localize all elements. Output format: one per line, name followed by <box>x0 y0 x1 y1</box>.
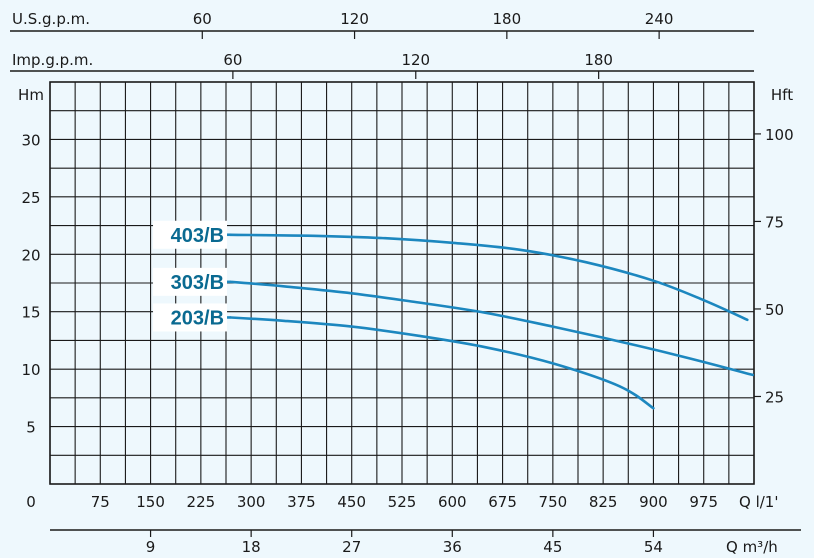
plot-frame <box>49 81 755 485</box>
y-left-tick-label: 10 <box>21 361 40 379</box>
x-tick-label: 375 <box>287 493 316 511</box>
series-line-203-b <box>229 316 655 410</box>
axis-layer: 5 10 15 20 25 30 Hm 25 50 75 100 Hft 0 75 150 225 300 375… <box>10 10 801 556</box>
series-label: 403/B <box>171 225 224 247</box>
y-right-tick-label: 50 <box>765 301 784 319</box>
curve-layer <box>229 233 754 410</box>
impgpm-tick-label: 120 <box>401 51 430 69</box>
y-left-tick-label: 25 <box>21 189 40 207</box>
m3h-tick-label: 18 <box>242 538 261 556</box>
series-label-box <box>153 267 228 296</box>
x-tick-label: 975 <box>689 493 718 511</box>
x-tick-label: 750 <box>539 493 568 511</box>
y-left-tick-label: 30 <box>21 131 40 149</box>
m3h-axis-label: Q m³/h <box>726 538 778 556</box>
x-tick-label: 300 <box>237 493 266 511</box>
series-label: 303/B <box>171 272 224 294</box>
y-left-tick-label: 20 <box>21 246 40 264</box>
x-tick-label: 675 <box>488 493 517 511</box>
y-right-axis-label: Hft <box>771 86 793 104</box>
x-tick-label: 75 <box>91 493 110 511</box>
x-tick-label: 0 <box>26 493 36 511</box>
m3h-tick-label: 27 <box>342 538 361 556</box>
usgpm-tick-label: 180 <box>493 10 522 28</box>
x-axis-label: Q l/1' <box>739 493 778 511</box>
impgpm-tick-label: 60 <box>223 51 242 69</box>
x-tick-label: 825 <box>589 493 618 511</box>
y-left-tick-label: 5 <box>26 419 36 437</box>
x-tick-label: 600 <box>438 493 467 511</box>
series-line-303-b <box>229 280 754 377</box>
x-tick-label: 450 <box>337 493 366 511</box>
usgpm-tick-label: 240 <box>645 10 674 28</box>
series-line-403-b <box>229 233 749 322</box>
usgpm-axis-label: U.S.g.p.m. <box>12 10 90 28</box>
series-label-box <box>153 303 228 332</box>
x-tick-label: 900 <box>639 493 668 511</box>
y-right-tick-label: 25 <box>765 388 784 406</box>
m3h-tick-label: 54 <box>644 538 663 556</box>
m3h-tick-label: 36 <box>443 538 462 556</box>
x-tick-label: 525 <box>388 493 417 511</box>
usgpm-tick-label: 60 <box>193 10 212 28</box>
m3h-tick-label: 9 <box>146 538 156 556</box>
series-label: 203/B <box>171 307 224 329</box>
y-left-axis-label: Hm <box>18 86 44 104</box>
y-right-tick-label: 75 <box>765 213 784 231</box>
series-label-box <box>153 220 228 249</box>
x-tick-label: 225 <box>187 493 216 511</box>
y-left-tick-label: 15 <box>21 304 40 322</box>
impgpm-axis-label: Imp.g.p.m. <box>12 51 93 69</box>
x-tick-label: 150 <box>136 493 165 511</box>
chart-grid <box>49 81 755 485</box>
y-right-tick-label: 100 <box>765 126 794 144</box>
series-label-layer: 403/B 303/B 203/B <box>153 220 232 332</box>
usgpm-tick-label: 120 <box>340 10 369 28</box>
impgpm-tick-label: 180 <box>584 51 613 69</box>
m3h-tick-label: 45 <box>543 538 562 556</box>
